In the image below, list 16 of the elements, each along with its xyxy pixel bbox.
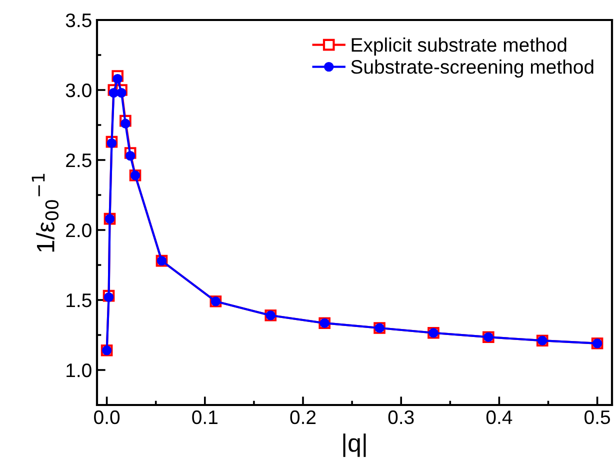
legend-label: Substrate-screening method	[351, 60, 594, 78]
x-tick-label: 0.5	[584, 410, 610, 424]
y-tick-label: 3.5	[66, 13, 92, 28]
x-tick-label: 0.2	[290, 410, 316, 424]
y-axis-title: 1/ε$_{00}$$^{−1}$	[32, 174, 59, 252]
x-tick-label: 0.4	[486, 410, 512, 424]
x-tick-label: 0.0	[94, 410, 120, 424]
legend-label: Explicit substrate method	[352, 38, 566, 56]
x-axis-title: |q|	[343, 434, 366, 457]
y-tick-label: 1.5	[66, 294, 92, 308]
y-tick-label: 2.5	[66, 153, 92, 168]
y-tick-label: 3.0	[66, 83, 92, 98]
x-tick-label: 0.3	[388, 410, 414, 424]
y-tick-label: 1.0	[66, 363, 92, 378]
x-tick-label: 0.1	[192, 410, 218, 424]
y-tick-label: 2.0	[66, 223, 92, 238]
